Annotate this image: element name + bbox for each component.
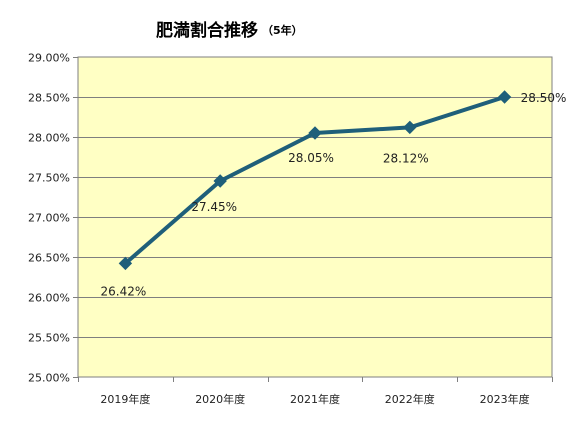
y-grid (73, 57, 553, 382)
chart-subtitle: （5年） (262, 23, 303, 37)
data-point (403, 120, 417, 135)
data-label: 27.45% (191, 200, 237, 214)
x-tick-label: 2022年度 (385, 392, 435, 406)
x-tick-label: 2023年度 (480, 392, 530, 406)
x-tick-label: 2019年度 (100, 392, 150, 406)
data-label: 28.12% (383, 151, 429, 165)
y-tick-label: 28.50% (28, 92, 70, 105)
x-axis-ticks: 2019年度 2020年度 2021年度 2022年度 2023年度 (100, 392, 529, 406)
y-tick-label: 29.00% (28, 52, 70, 65)
y-tick-label: 26.50% (28, 252, 70, 265)
x-tick-label: 2020年度 (195, 392, 245, 406)
y-tick-label: 26.00% (28, 292, 70, 305)
data-points (118, 90, 512, 271)
y-tick-label: 25.00% (28, 372, 70, 385)
data-point (497, 90, 512, 104)
data-label: 28.50% (521, 91, 567, 105)
data-point (213, 174, 227, 188)
y-tick-label: 25.50% (28, 332, 70, 345)
data-point (308, 126, 322, 140)
data-point (118, 256, 133, 271)
data-label: 26.42% (101, 284, 147, 298)
data-label: 28.05% (288, 151, 334, 165)
data-labels: 26.42% 27.45% 28.05% 28.12% 28.50% (101, 91, 567, 298)
chart-title: 肥満割合推移 (156, 20, 258, 41)
y-axis-ticks: 25.00% 25.50% 26.00% 26.50% 27.00% 27.50% 28.0… (28, 52, 70, 385)
y-tick-label: 27.50% (28, 172, 70, 185)
x-tick-label: 2021年度 (290, 392, 340, 406)
y-tick-label: 27.00% (28, 212, 70, 225)
y-tick-label: 28.00% (28, 132, 70, 145)
